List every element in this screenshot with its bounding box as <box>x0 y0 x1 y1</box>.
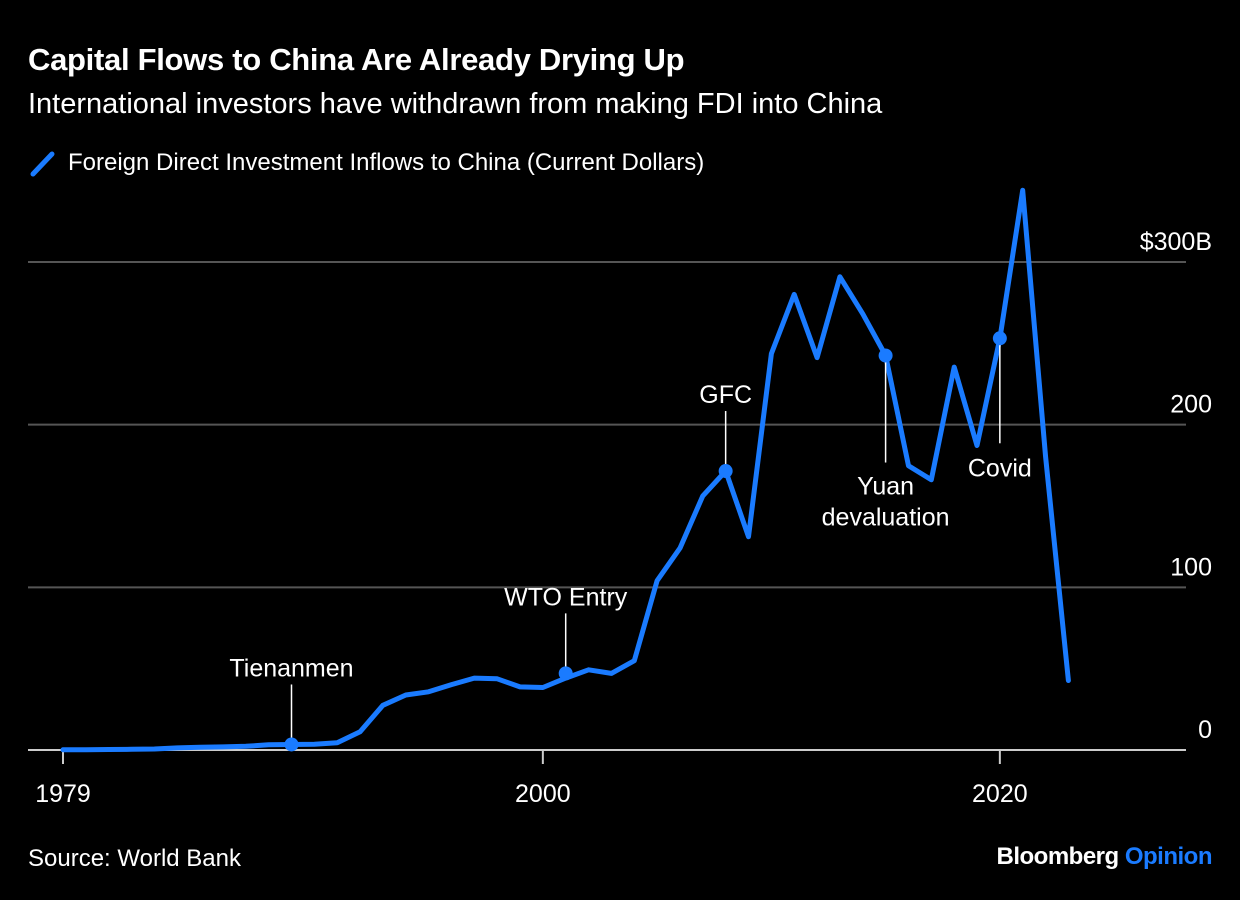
annotation-marker-4 <box>992 331 1007 346</box>
y-tick-label-2: 200 <box>1170 391 1212 419</box>
x-tick-label-1: 2000 <box>515 780 571 808</box>
x-tick-label-0: 1979 <box>35 780 91 808</box>
legend-label: Foreign Direct Investment Inflows to Chi… <box>68 149 705 176</box>
annotation-marker-3 <box>878 348 893 363</box>
y-tick-label-1: 100 <box>1170 553 1212 581</box>
y-tick-label-0: 0 <box>1198 716 1212 744</box>
annotation-label-2-0: GFC <box>699 381 752 409</box>
y-tick-label-3: $300B <box>1140 228 1212 256</box>
annotation-label-3-0: Yuan <box>857 473 914 501</box>
brand-logo: Bloomberg Opinion <box>997 843 1213 871</box>
annotation-label-1-0: WTO Entry <box>504 583 628 611</box>
annotation-label-0-0: Tienanmen <box>229 654 353 682</box>
legend: Foreign Direct Investment Inflows to Chi… <box>28 148 704 178</box>
brand-main: Bloomberg <box>996 843 1120 870</box>
source-note: Source: World Bank <box>28 845 241 872</box>
annotation-label-3-1: devaluation <box>822 504 950 532</box>
annotation-marker-0 <box>284 737 299 752</box>
annotation-marker-1 <box>558 666 573 681</box>
brand-accent: Opinion <box>1124 843 1213 870</box>
chart-title: Capital Flows to China Are Already Dryin… <box>28 42 685 77</box>
x-tick-label-2: 2020 <box>972 780 1028 808</box>
annotation-marker-2 <box>718 464 733 479</box>
chart-subtitle: International investors have withdrawn f… <box>28 88 883 120</box>
annotation-label-4-0: Covid <box>968 454 1032 482</box>
legend-line-icon <box>30 151 55 177</box>
